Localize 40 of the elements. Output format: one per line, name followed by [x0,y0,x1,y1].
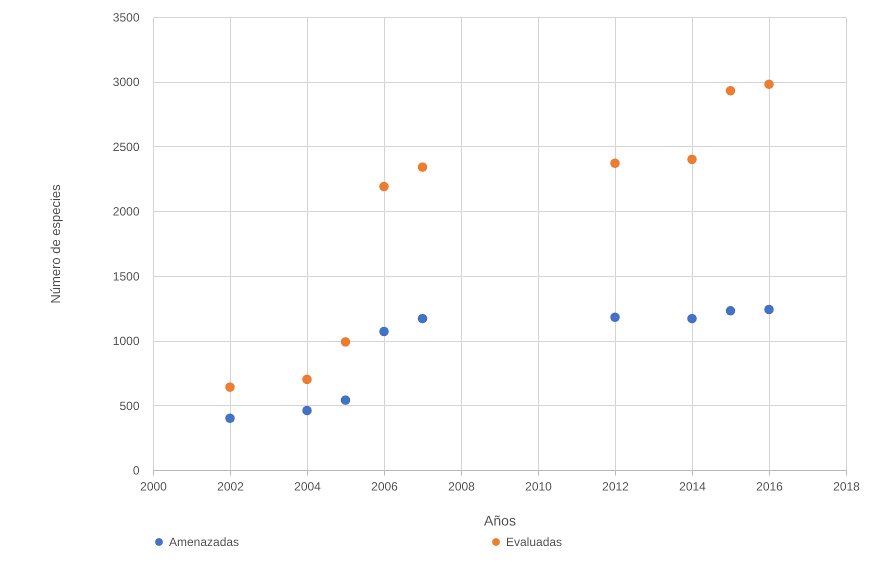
x-axis-title: Años [484,512,516,528]
point [764,80,774,90]
y-tick-label: 3000 [112,75,140,90]
x-tick-label: 2006 [371,480,398,494]
x-tick-label: 2014 [679,480,706,494]
point [610,312,620,322]
y-tick-label: 2500 [112,140,140,154]
point [726,306,736,316]
point [379,326,389,336]
point [610,158,620,168]
x-tick-label: 2010 [525,480,552,494]
x-tick-label: 2018 [833,480,860,494]
point [340,337,350,347]
y-tick-label: 0 [132,464,140,478]
y-tick-label: 1000 [112,334,140,348]
point [764,304,774,314]
x-tick-label: 2016 [756,480,784,494]
point [340,395,350,405]
point [225,413,235,423]
y-tick-label: 3500 [112,10,140,24]
point [225,382,235,392]
point [726,86,736,96]
legend-label: Amenazadas [169,535,240,549]
x-tick-label: 2002 [217,480,244,494]
x-tick-label: 2000 [140,480,168,494]
y-axis-title: Número de especies [48,184,63,304]
y-tick-label: 1500 [112,269,140,284]
point [302,406,312,416]
x-tick-label: 2012 [602,480,630,494]
legend-label: Evaluadas [506,535,562,549]
point [418,162,428,172]
point [687,314,697,324]
point [687,154,697,164]
x-tick-label: 2004 [294,480,322,494]
point [302,374,312,384]
y-tick-label: 2000 [112,204,140,219]
x-tick-label: 2008 [448,480,476,494]
point [379,182,389,192]
y-tick-label: 500 [119,398,140,413]
point [418,314,428,324]
